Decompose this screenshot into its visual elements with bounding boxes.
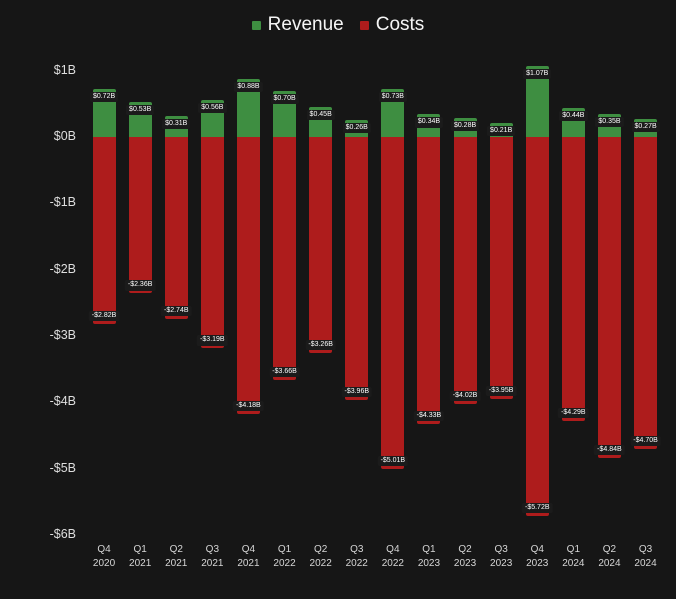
legend-item-costs[interactable]: Costs [359,14,425,36]
value-label: $0.27B [631,122,660,133]
value-label: $0.31B [162,119,191,130]
bar-costs-q2-2024[interactable] [597,137,621,458]
value-label: $0.44B [559,110,588,121]
value-label: -$5.01B [377,456,409,467]
value-label: -$5.72B [521,503,553,514]
x-tick-label: Q3 2023 [490,544,513,569]
value-label: $1.07B [523,69,552,80]
x-tick-label: Q4 2021 [237,544,260,569]
legend-item-revenue[interactable]: Revenue [251,14,344,36]
x-tick-label: Q3 2022 [345,544,368,569]
bar-costs-q2-2022[interactable] [309,137,333,354]
value-label: -$3.96B [341,386,373,397]
value-label: -$4.18B [233,401,264,412]
value-label: -$4.29B [558,408,589,419]
y-tick-label: $0B [53,129,76,143]
value-label: $0.56B [198,102,227,113]
y-tick-label: -$4B [49,394,76,409]
value-label: -$3.66B [269,366,300,377]
value-label: -$2.74B [160,305,192,316]
bar-costs-q3-2023[interactable] [489,137,513,399]
bar-costs-q4-2023[interactable] [525,137,549,517]
bar-costs-q1-2024[interactable] [561,137,585,422]
value-label: -$4.84B [594,444,625,455]
value-label: $0.26B [342,122,371,133]
value-label: -$4.33B [413,411,445,422]
value-label: $0.28B [450,121,480,132]
y-tick-label: -$6B [49,526,76,541]
x-tick-label: Q2 2024 [598,544,621,569]
value-label: $0.53B [126,104,155,115]
value-label: $0.72B [89,92,119,103]
legend-swatch-costs [359,20,369,30]
value-label: $0.70B [270,93,299,104]
value-label: -$4.02B [449,390,481,401]
x-tick-label: Q4 2020 [92,544,116,569]
bar-costs-q1-2022[interactable] [273,137,297,380]
value-label: $0.35B [595,116,624,127]
y-tick-label: -$5B [49,460,76,475]
y-tick-label: -$3B [49,327,76,342]
x-tick-label: Q3 2021 [201,544,224,569]
value-label: -$3.95B [485,385,517,396]
value-label: -$4.70B [630,435,661,446]
x-tick-label: Q1 2022 [273,544,296,569]
value-label: $0.88B [234,81,263,92]
legend-label-revenue: Revenue [267,14,344,35]
value-label: -$3.26B [305,340,336,351]
x-tick-label: Q4 2023 [526,544,549,569]
value-label: $0.21B [487,126,516,137]
bar-costs-q2-2023[interactable] [453,137,477,404]
x-tick-label: Q2 2023 [453,544,477,569]
value-label: -$2.82B [88,310,120,321]
y-tick-label: -$2B [49,261,76,276]
y-tick-label: $1B [53,62,76,77]
x-tick-label: Q4 2022 [381,544,404,569]
bar-costs-q4-2021[interactable] [236,137,260,415]
value-label: $0.73B [378,91,407,102]
legend-swatch-revenue [251,20,261,30]
bar-costs-q1-2023[interactable] [417,137,441,425]
x-tick-label: Q3 2024 [634,544,657,569]
x-tick-label: Q1 2021 [129,544,152,569]
x-tick-label: Q1 2024 [562,544,585,569]
y-tick-label: -$1B [49,195,76,210]
bar-costs-q1-2021[interactable] [128,137,152,294]
bar-costs-q3-2024[interactable] [634,137,658,449]
legend-label-costs: Costs [375,14,425,35]
value-label: $0.45B [306,110,335,121]
bar-costs-q4-2022[interactable] [381,137,405,470]
value-label: -$2.36B [124,280,156,291]
bar-costs-q3-2021[interactable] [200,137,224,349]
bar-costs-q4-2020[interactable] [92,137,116,324]
value-label: -$3.19B [197,335,228,346]
value-label: $0.34B [414,117,444,128]
bar-revenue-q4-2021[interactable] [236,78,260,137]
x-tick-label: Q2 2022 [309,544,332,569]
bar-costs-q3-2022[interactable] [345,137,369,400]
chart-legend: Revenue Costs [0,14,676,36]
bar-revenue-q4-2023[interactable] [525,66,549,137]
x-tick-label: Q2 2021 [165,544,188,569]
bar-costs-q2-2021[interactable] [164,137,188,319]
x-tick-label: Q1 2023 [417,544,441,569]
